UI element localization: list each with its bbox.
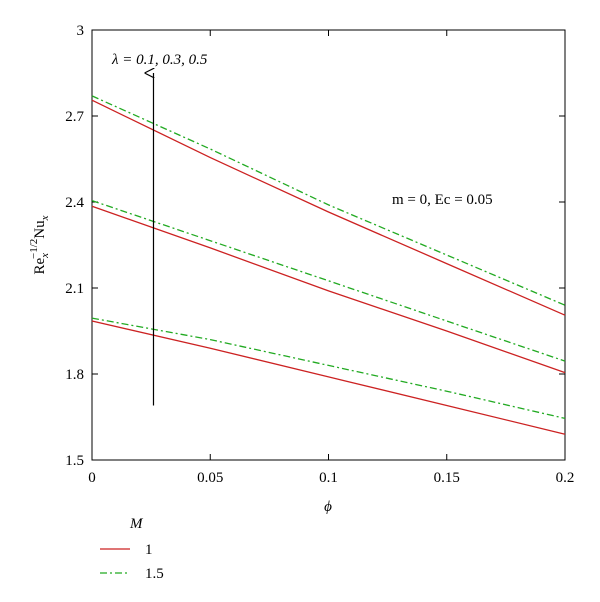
legend-label: 1.5 xyxy=(145,566,164,582)
x-tick-label: 0 xyxy=(88,470,96,486)
series xyxy=(91,95,566,435)
x-tick-label: 0.15 xyxy=(434,470,460,486)
series-line xyxy=(91,320,566,435)
ticks: 0 0.05 0.1 0.15 0.2 1.5 1.8 2.1 2.4 2.7 3 xyxy=(65,23,574,486)
legend: M1 1.5 xyxy=(100,516,164,582)
y-tick-label: 2.4 xyxy=(65,195,84,211)
lambda-annotation: λ = 0.1, 0.3, 0.5 xyxy=(111,52,208,68)
x-tick-label: 0.2 xyxy=(556,470,575,486)
legend-title: M xyxy=(129,516,144,532)
series-line xyxy=(91,205,566,374)
y-tick-label: 2.7 xyxy=(65,109,84,125)
params-annotation: m = 0, Ec = 0.05 xyxy=(392,192,493,208)
y-tick-label: 1.8 xyxy=(65,367,84,383)
series-line xyxy=(91,317,566,420)
y-tick-label: 1.5 xyxy=(65,453,84,469)
x-tick-label: 0.1 xyxy=(319,470,338,486)
x-tick-label: 0.05 xyxy=(197,470,223,486)
plot-frame xyxy=(91,29,566,461)
y-tick-label: 2.1 xyxy=(65,281,84,297)
legend-label: 1 xyxy=(145,542,153,558)
series-line xyxy=(91,199,566,362)
y-tick-label: 3 xyxy=(77,23,85,39)
series-line xyxy=(91,95,566,306)
x-axis-label: ϕ xyxy=(324,499,332,515)
y-axis-label: Rex−1/2Nux xyxy=(28,215,51,274)
series-line xyxy=(91,99,566,316)
